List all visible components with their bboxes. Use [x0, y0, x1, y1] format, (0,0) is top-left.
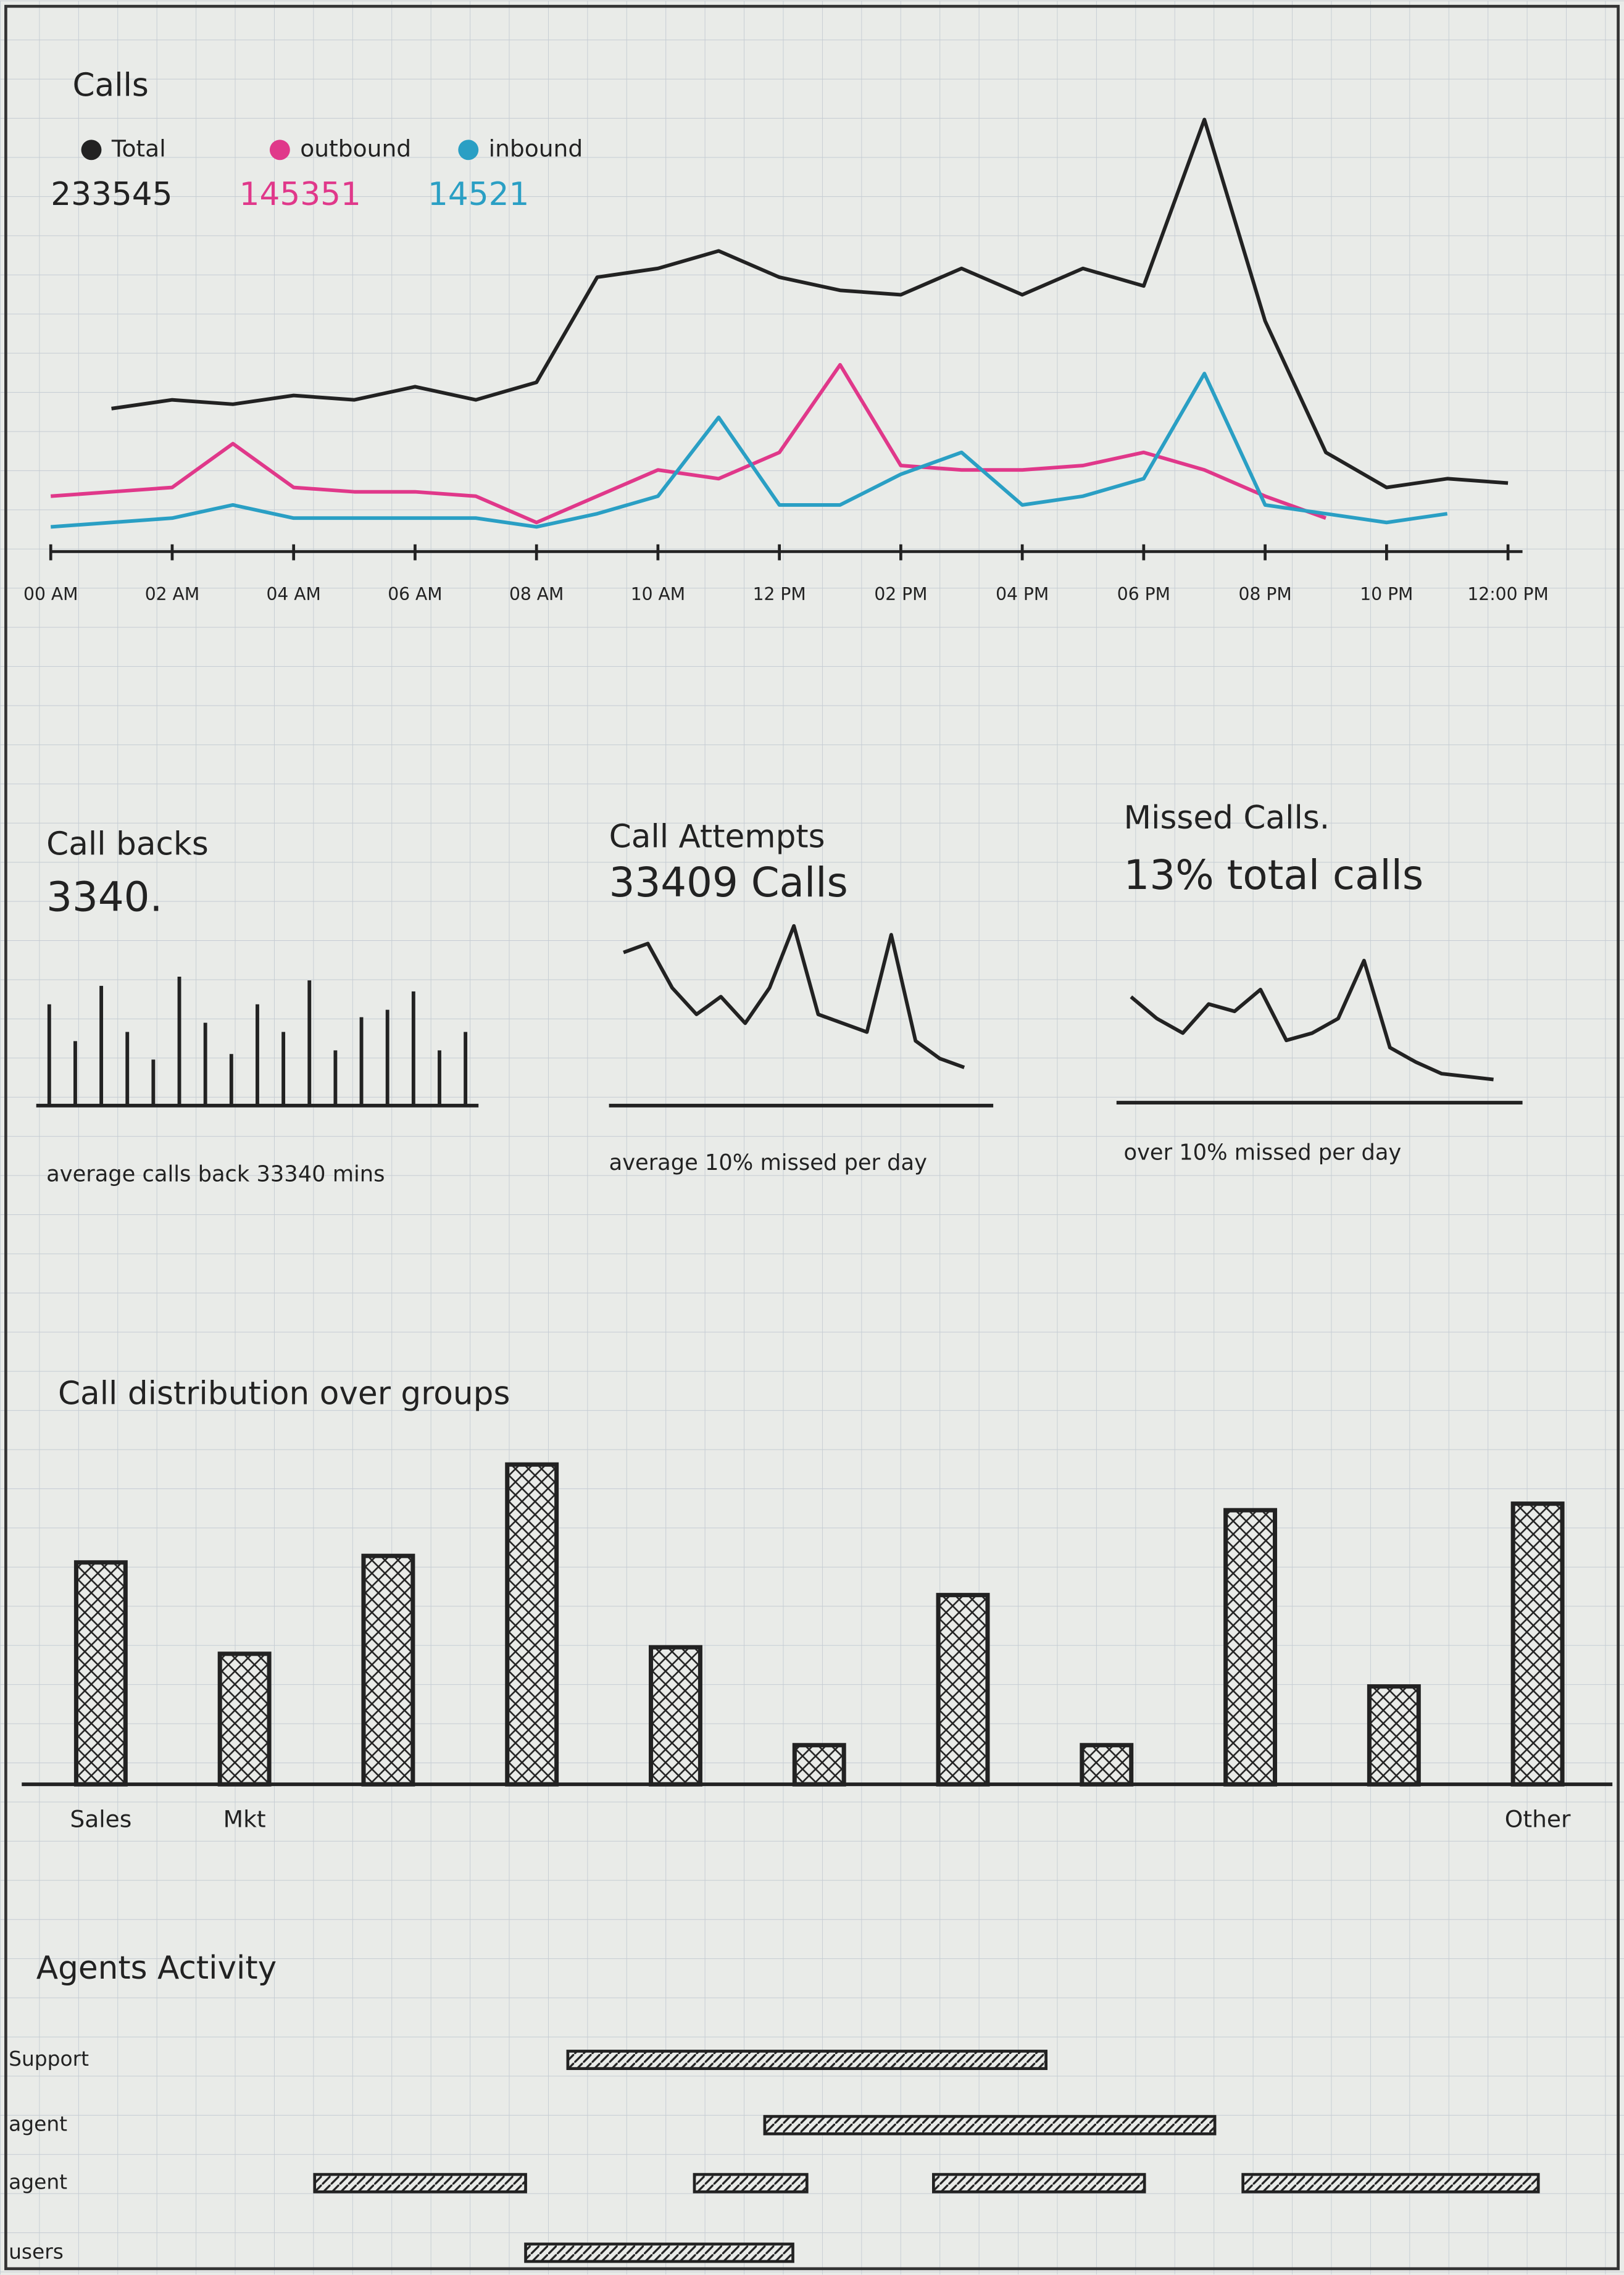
activity-bar — [566, 2050, 1047, 2070]
x-tick-label: Sales — [70, 1805, 131, 1832]
bar — [792, 1743, 846, 1787]
activity-bar — [693, 2173, 809, 2194]
activity-bar — [932, 2173, 1146, 2194]
activity-bar — [524, 2242, 794, 2263]
x-tick-label: 08 PM — [1239, 584, 1292, 604]
series-line — [111, 117, 1509, 490]
bar — [73, 1560, 128, 1787]
row-label: Support — [9, 2047, 89, 2071]
row-label: agent — [9, 2170, 67, 2194]
caption: over 10% missed per day — [1124, 1140, 1402, 1165]
sparkline — [623, 924, 965, 1069]
bar — [505, 1462, 559, 1787]
legend-label: Total — [111, 135, 166, 162]
bar — [361, 1553, 415, 1787]
bar — [1080, 1743, 1134, 1787]
x-tick-label: 04 AM — [266, 584, 320, 604]
row-label: users — [9, 2239, 64, 2263]
legend-total: 145351 — [239, 176, 361, 213]
activity-bar — [313, 2173, 527, 2194]
activity-bar — [1241, 2173, 1540, 2194]
series-line — [51, 372, 1448, 529]
x-tick-label: 00 AM — [23, 584, 78, 604]
sparkline — [1130, 958, 1494, 1082]
x-tick-label: 10 PM — [1360, 584, 1413, 604]
x-tick-label: Other — [1505, 1805, 1571, 1832]
legend-total: 14521 — [428, 176, 529, 213]
caption: average calls back 33340 mins — [46, 1162, 385, 1187]
chart-title: Call distribution over groups — [58, 1375, 510, 1413]
bar — [936, 1593, 990, 1787]
chart-title: Call Attempts — [609, 819, 825, 856]
headline: 33409 Calls — [609, 859, 848, 906]
chart-title: Missed Calls. — [1124, 799, 1330, 837]
x-tick-label: 02 PM — [874, 584, 927, 604]
legend-dot — [458, 140, 479, 161]
x-tick-label: 06 PM — [1117, 584, 1170, 604]
x-tick-label: 08 AM — [509, 584, 564, 604]
legend-label: outbound — [300, 135, 411, 162]
x-tick-label: 12:00 PM — [1467, 584, 1548, 604]
chart-title: Agents Activity — [36, 1950, 277, 1987]
legend-dot — [81, 140, 102, 161]
bar — [649, 1645, 702, 1787]
x-tick-label: 04 PM — [996, 584, 1049, 604]
bar — [217, 1651, 272, 1787]
legend-dot — [269, 140, 290, 161]
x-tick-label: 02 AM — [145, 584, 199, 604]
x-tick-label: 06 AM — [388, 584, 442, 604]
row-label: agent — [9, 2112, 67, 2136]
caption: average 10% missed per day — [609, 1150, 927, 1175]
legend-label: inbound — [489, 135, 583, 162]
x-tick-label: 10 AM — [631, 584, 685, 604]
headline: 13% total calls — [1124, 851, 1424, 899]
headline: 3340. — [46, 873, 162, 920]
activity-bar — [763, 2114, 1217, 2135]
chart-title: Calls — [72, 67, 148, 104]
bar — [1367, 1684, 1421, 1787]
bar — [1510, 1501, 1565, 1787]
x-tick-label: Mkt — [223, 1805, 266, 1832]
bar — [1223, 1508, 1278, 1787]
page-border — [4, 4, 1620, 2271]
x-tick-label: 12 PM — [753, 584, 806, 604]
legend-total: 233545 — [51, 176, 172, 213]
chart-title: Call backs — [46, 825, 209, 862]
series-line — [51, 362, 1326, 525]
